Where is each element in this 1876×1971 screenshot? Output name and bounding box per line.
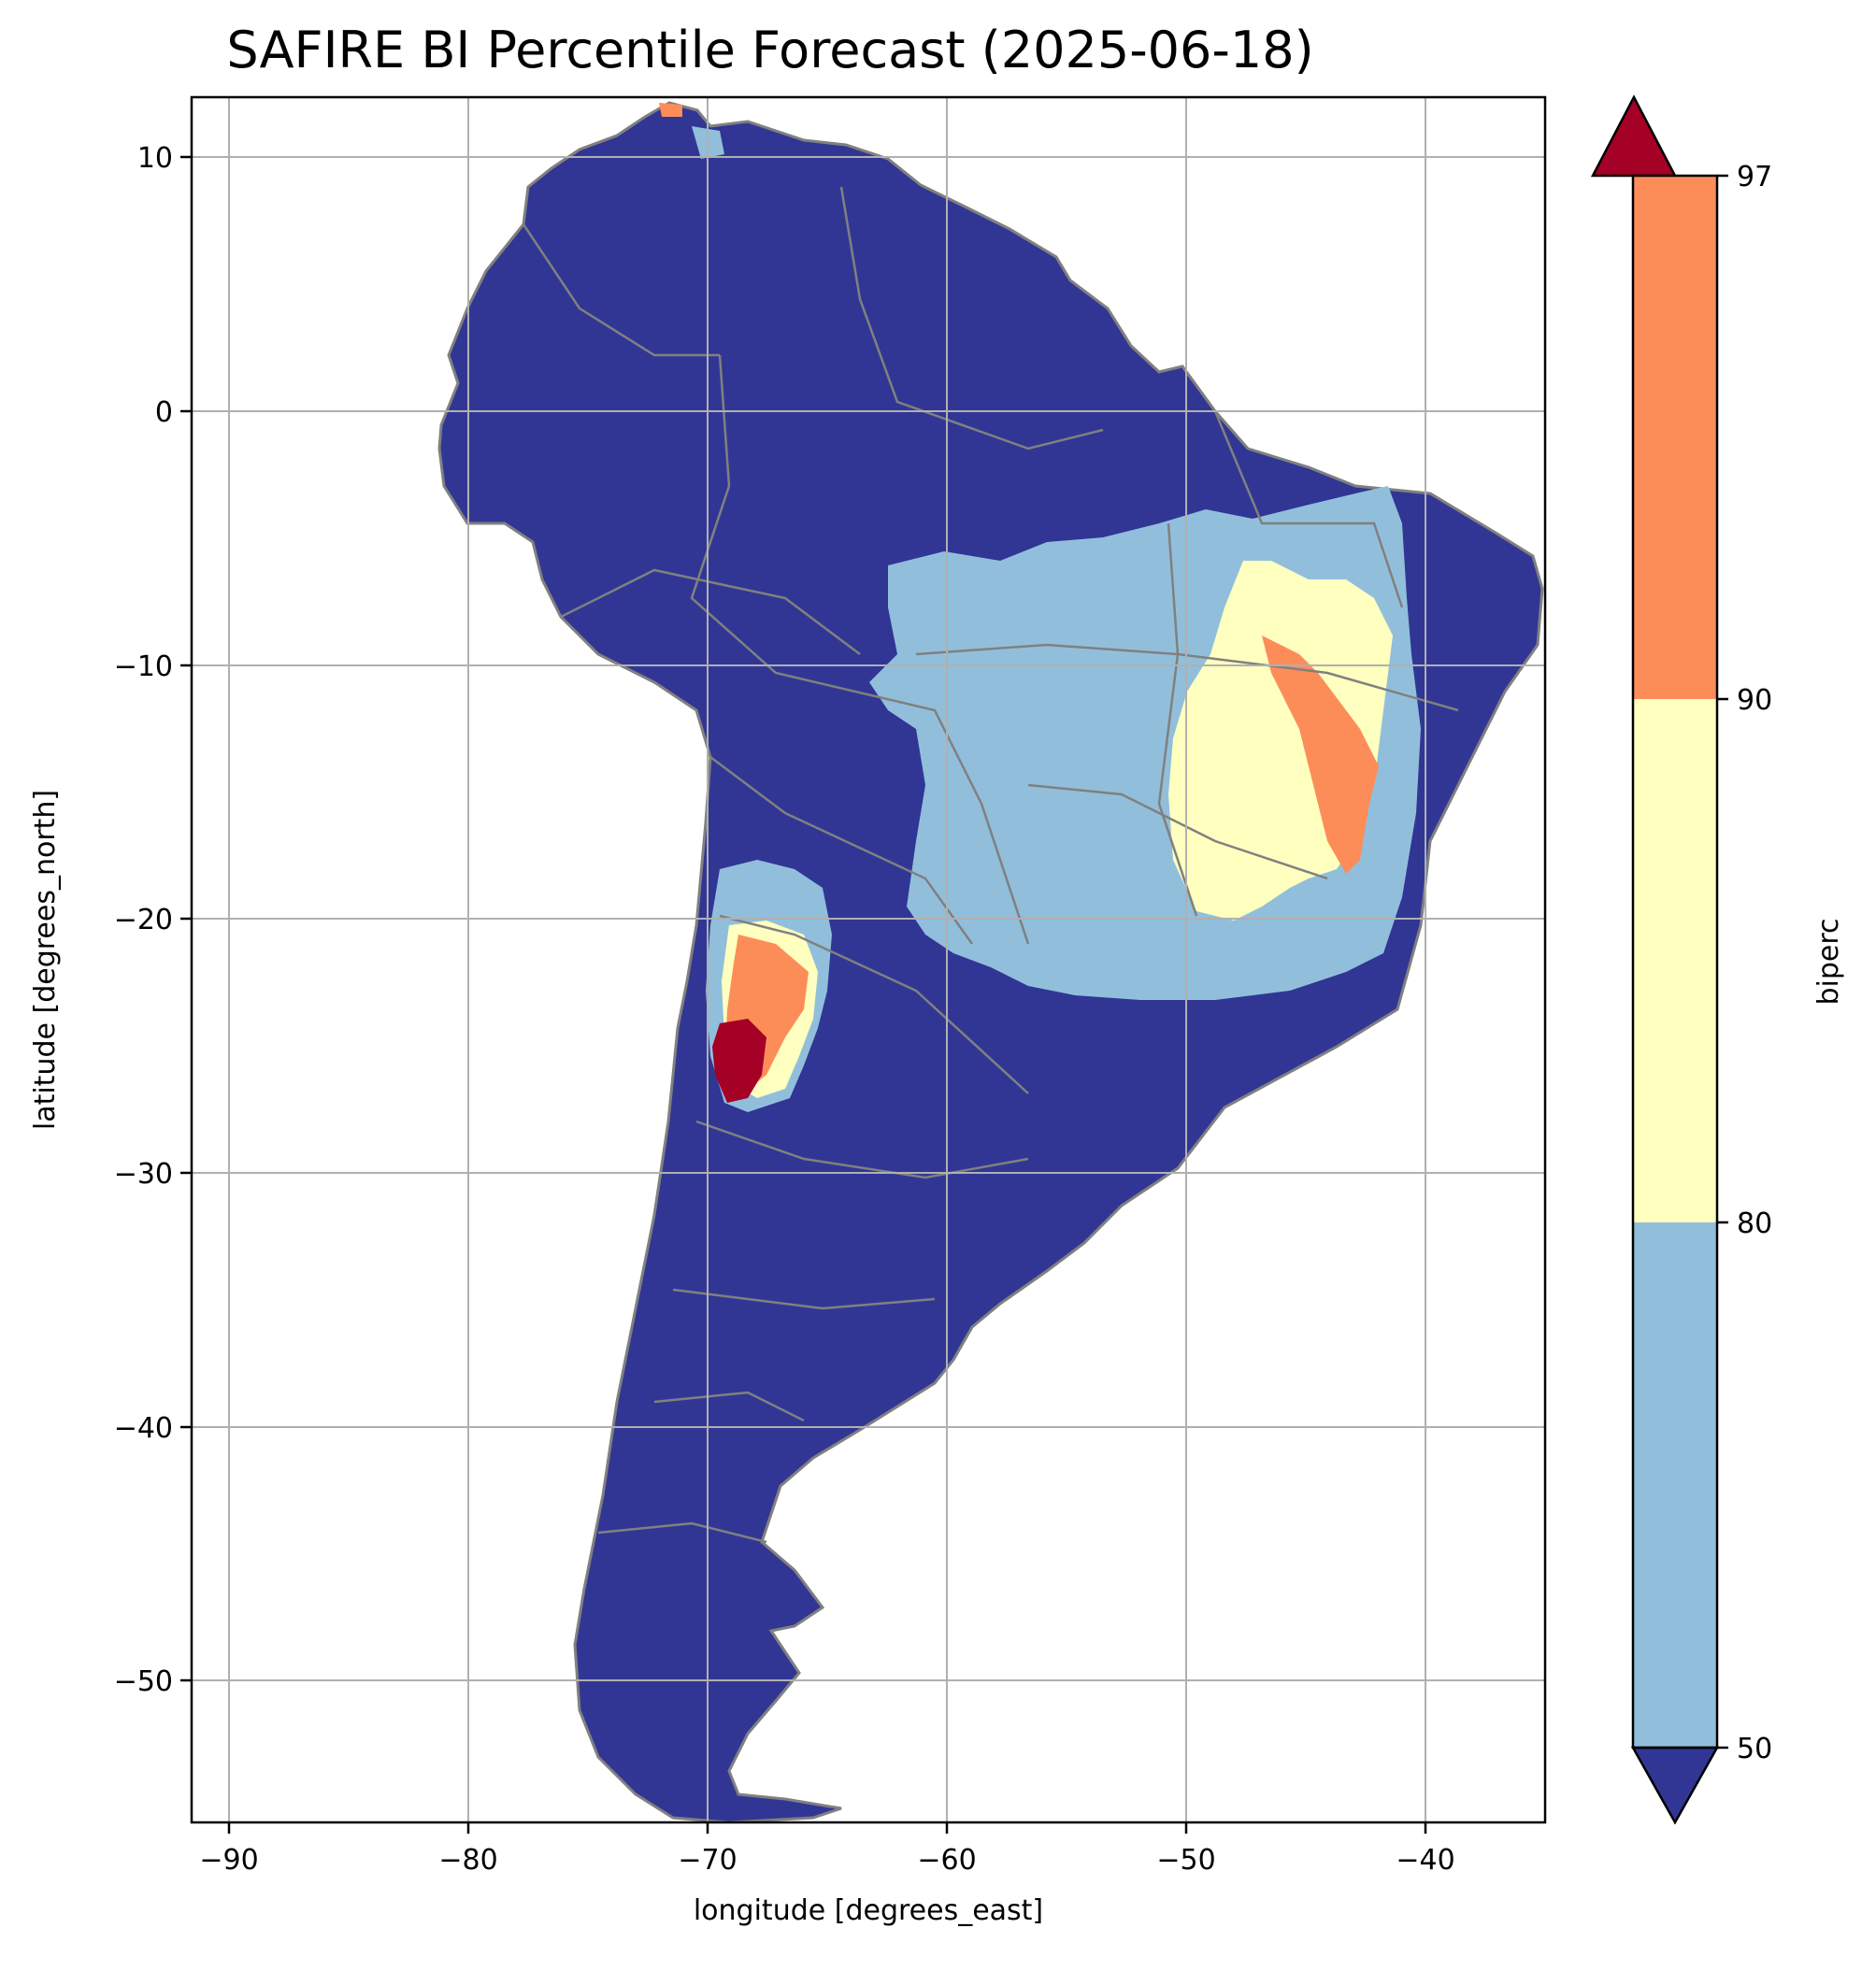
y-tick-label: −50	[114, 1665, 173, 1698]
y-tick-label: 0	[155, 396, 173, 429]
chart-title: SAFIRE BI Percentile Forecast (2025-06-1…	[226, 21, 1314, 79]
colorbar-tick-labels: 97 90 80 50	[1737, 161, 1772, 1765]
gridlines	[192, 97, 1545, 1822]
x-tick-label: −60	[917, 1844, 976, 1877]
colorbar-tick-label: 90	[1737, 684, 1772, 717]
colorbar-label: biperc	[1812, 918, 1845, 1005]
y-tick-label: −40	[114, 1412, 173, 1445]
border-line	[1027, 783, 1328, 880]
border-line	[522, 223, 720, 357]
colorbar-tick-label: 50	[1737, 1733, 1772, 1765]
x-tick-labels: −90 −80 −70 −60 −50 −40	[199, 1844, 1454, 1877]
colorbar-segment-50-80	[1633, 1222, 1717, 1748]
border-line	[709, 756, 974, 945]
border-line	[672, 1288, 936, 1310]
index-regions	[659, 103, 1421, 1112]
colorbar-segment-90-97	[1633, 176, 1717, 699]
colorbar-tick-label: 97	[1737, 161, 1772, 193]
region-90-97-brazil	[1262, 636, 1379, 874]
border-line	[597, 1521, 767, 1544]
x-tick-label: −90	[199, 1844, 258, 1877]
x-tick-label: −50	[1156, 1844, 1215, 1877]
colorbar-segment-80-90	[1633, 699, 1717, 1222]
y-tick-label: −10	[114, 650, 173, 683]
colorbar-frame	[1631, 174, 1719, 1750]
colorbar-extend-top	[1590, 94, 1678, 178]
border-line	[560, 568, 861, 655]
border-line	[690, 354, 1030, 945]
border-line	[1213, 410, 1404, 608]
y-tick-label: −30	[114, 1158, 173, 1191]
border-line	[839, 186, 1104, 450]
x-tick-label: −80	[438, 1844, 497, 1877]
y-tick-label: 10	[137, 142, 173, 175]
colorbar-tick-label: 80	[1737, 1207, 1772, 1240]
y-axis-label: latitude [degrees_north]	[29, 790, 62, 1130]
x-axis	[227, 1822, 1427, 1834]
colorbar-extend-bottom	[1630, 1746, 1720, 1825]
region-above-97-andes	[712, 1019, 766, 1103]
border-line	[915, 643, 1459, 712]
admin-borders	[522, 186, 1459, 1544]
x-axis-label: longitude [degrees_east]	[694, 1894, 1043, 1927]
colorbar: 97 90 80 50 biperc	[1590, 94, 1845, 1825]
y-tick-labels: 10 0 −10 −20 −30 −40 −50	[114, 142, 173, 1698]
border-line	[1157, 522, 1198, 917]
border-line	[695, 1120, 1029, 1179]
x-tick-label: −40	[1396, 1844, 1454, 1877]
y-axis	[180, 155, 192, 1682]
x-tick-label: −70	[678, 1844, 737, 1877]
region-90-97-north	[659, 103, 682, 117]
border-line	[719, 914, 1029, 1094]
y-tick-label: −20	[114, 904, 173, 936]
border-line	[653, 1391, 805, 1422]
plot-frame	[190, 95, 1547, 1824]
